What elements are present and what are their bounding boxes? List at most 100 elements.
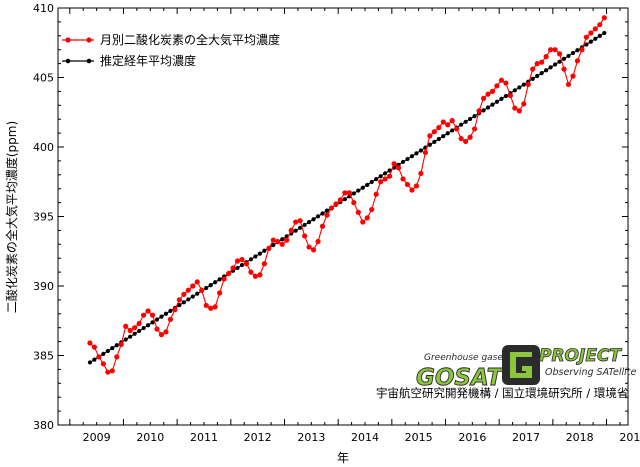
trend-point: [262, 248, 267, 253]
trend-point: [253, 254, 258, 259]
trend-point: [204, 285, 209, 291]
monthly-point: [132, 325, 138, 331]
trend-point: [405, 156, 410, 162]
monthly-point: [592, 26, 598, 32]
monthly-point: [149, 312, 156, 318]
trend-point: [356, 188, 361, 193]
series-monthly: [87, 15, 607, 375]
trend-point: [342, 197, 347, 202]
x-tick-label: 2011: [190, 431, 218, 444]
monthly-point: [91, 344, 98, 350]
monthly-point: [503, 80, 509, 86]
trend-point: [293, 228, 298, 233]
monthly-point: [109, 368, 115, 374]
monthly-point: [369, 206, 375, 213]
trend-point: [320, 211, 325, 216]
trend-point: [432, 139, 437, 144]
monthly-point: [454, 126, 460, 132]
y-tick-label: 410: [33, 2, 54, 15]
trend-point: [593, 36, 598, 41]
monthly-point: [494, 83, 500, 89]
monthly-point: [574, 58, 581, 64]
monthly-point: [248, 269, 254, 275]
monthly-point: [319, 223, 326, 229]
y-axis-label: 二酸化炭素の全大気平均濃度(ppm): [4, 121, 19, 313]
trend-point: [311, 217, 316, 222]
monthly-point: [342, 190, 348, 196]
trend-point: [374, 177, 379, 182]
monthly-point: [516, 108, 522, 114]
monthly-point: [136, 320, 142, 327]
monthly-point: [310, 247, 317, 253]
monthly-point: [118, 341, 124, 347]
monthly-point: [154, 326, 160, 332]
legend-trend-marker: [65, 58, 71, 64]
trend-point: [110, 346, 115, 351]
monthly-point: [337, 197, 344, 203]
monthly-point: [105, 369, 111, 375]
monthly-point: [422, 149, 428, 156]
monthly-point: [382, 176, 388, 182]
monthly-point: [297, 218, 303, 224]
monthly-point: [427, 133, 433, 139]
monthly-point: [548, 47, 554, 53]
trend-point: [521, 82, 526, 87]
legend-trend-marker: [86, 58, 92, 64]
monthly-point: [351, 200, 357, 206]
monthly-point: [391, 161, 397, 167]
trend-point: [450, 128, 455, 133]
y-tick-label: 405: [33, 72, 54, 85]
trend-point: [584, 42, 589, 47]
trend-point: [101, 351, 106, 356]
monthly-point: [387, 173, 393, 179]
monthly-point: [409, 187, 415, 193]
trend-point: [552, 62, 558, 67]
monthly-point: [597, 22, 603, 28]
trend-point: [463, 119, 468, 124]
monthly-point: [440, 119, 446, 125]
trend-point: [248, 257, 254, 262]
monthly-point: [436, 124, 442, 131]
legend-monthly-marker: [86, 37, 92, 43]
trend-point: [280, 237, 285, 242]
monthly-point: [476, 108, 482, 114]
trend-point: [150, 320, 155, 325]
monthly-point: [480, 95, 487, 101]
monthly-point: [552, 47, 558, 53]
monthly-point: [217, 290, 223, 296]
logo-tagline-top: Greenhouse gases: [424, 353, 508, 363]
monthly-point: [114, 354, 120, 360]
trend-point: [535, 73, 540, 79]
monthly-point: [284, 237, 290, 243]
trend-point: [128, 334, 133, 339]
x-tick-label: 2016: [458, 431, 486, 444]
monthly-point: [534, 61, 540, 67]
monthly-point: [445, 122, 451, 128]
monthly-point: [158, 332, 165, 338]
y-tick-label: 390: [33, 280, 54, 293]
monthly-point: [141, 312, 147, 318]
trend-point: [351, 191, 356, 196]
monthly-point: [239, 256, 245, 263]
monthly-point: [127, 327, 133, 334]
monthly-point: [275, 238, 281, 245]
monthly-point: [378, 179, 384, 185]
trend-point: [235, 265, 240, 271]
trend-point: [557, 59, 562, 64]
trend-point: [544, 68, 549, 73]
monthly-point: [328, 205, 335, 211]
trend-point: [575, 48, 580, 53]
x-tick-label: 2010: [136, 431, 164, 444]
monthly-point: [87, 340, 93, 346]
monthly-line: [89, 17, 605, 373]
monthly-point: [570, 73, 576, 79]
trend-point: [414, 151, 419, 156]
trend-point: [459, 122, 464, 127]
monthly-point: [266, 245, 272, 252]
monthly-point: [360, 219, 366, 225]
monthly-point: [530, 66, 536, 72]
monthly-point: [373, 191, 379, 197]
trend-point: [186, 297, 191, 302]
trend-point: [485, 105, 491, 110]
trend-point: [271, 242, 276, 248]
